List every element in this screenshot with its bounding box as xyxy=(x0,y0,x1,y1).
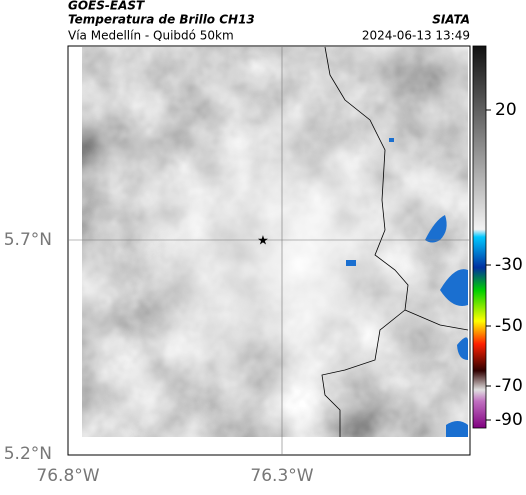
colorbar xyxy=(472,45,487,429)
region: Vía Medellín - Quibdó 50km xyxy=(68,29,234,43)
source: SIATA xyxy=(432,13,470,27)
colorbar-label: -30 xyxy=(495,255,523,275)
colorbar-label: -70 xyxy=(495,376,523,396)
boundaries xyxy=(321,46,469,437)
colorbar-label: 20 xyxy=(495,100,517,120)
product: Temperatura de Brillo CH13 xyxy=(68,13,255,27)
lon-label: 76.3°W xyxy=(250,466,313,486)
cold-clouds xyxy=(346,138,468,437)
location-star: ★ xyxy=(257,234,269,249)
timestamp: 2024-06-13 13:49 xyxy=(362,29,470,43)
colorbar-label: -90 xyxy=(495,410,523,430)
satellite: GOES-EAST xyxy=(68,0,145,13)
colorbar-label: -50 xyxy=(495,316,523,336)
bright-area xyxy=(82,47,468,437)
lat-label: 5.7°N xyxy=(4,230,52,250)
lat-label: 5.2°N xyxy=(4,444,52,464)
lon-label: 76.8°W xyxy=(36,466,99,486)
